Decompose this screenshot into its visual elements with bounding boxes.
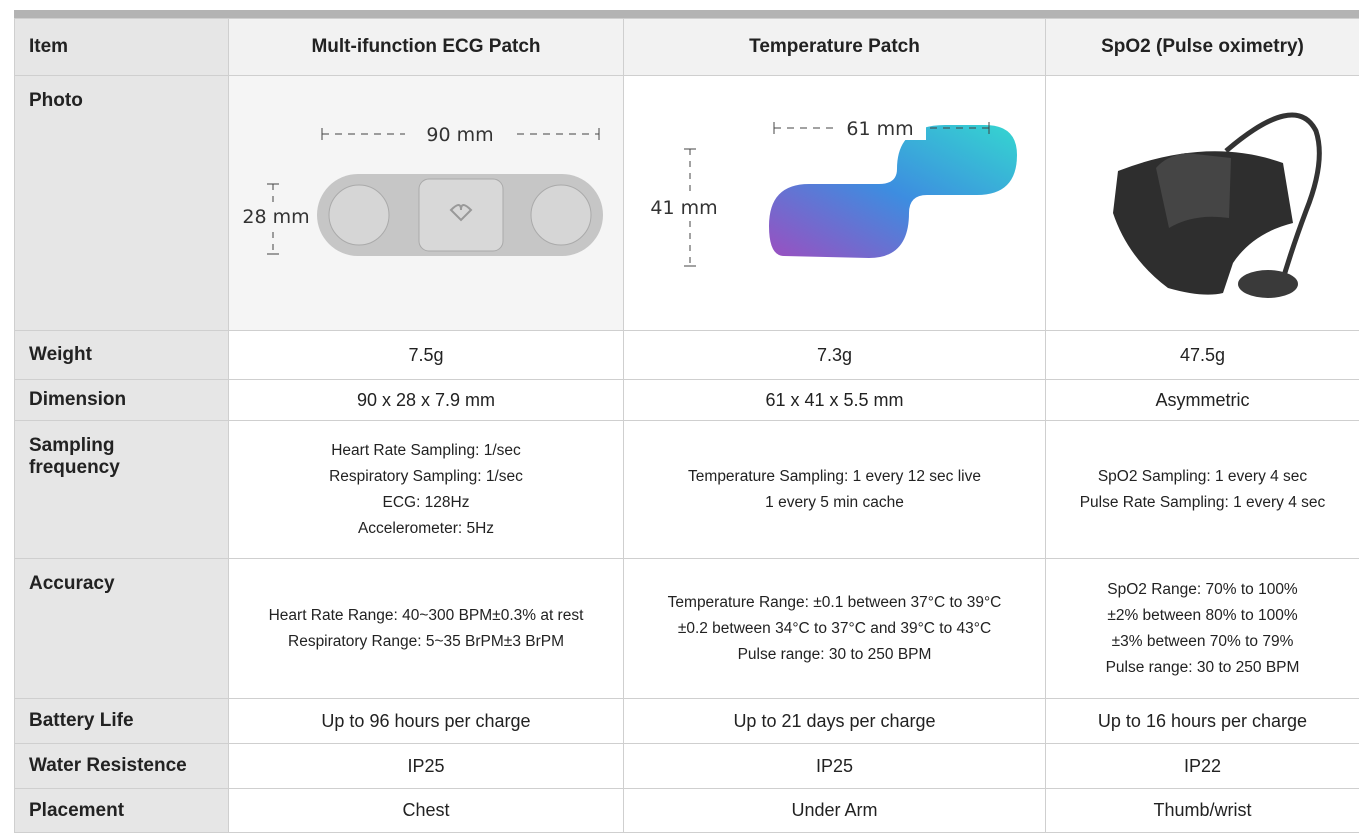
- cell-line: ±2% between 80% to 100%: [1054, 603, 1351, 629]
- cell: Asymmetric: [1046, 380, 1359, 421]
- spo2-photo: [1046, 76, 1359, 325]
- row-label: Water Resistence: [15, 744, 229, 789]
- cell-line: Heart Rate Range: 40~300 BPM±0.3% at res…: [237, 603, 615, 629]
- cell: 47.5g: [1046, 331, 1359, 380]
- top-bar: [14, 10, 1359, 18]
- cell-line: 1 every 5 min cache: [632, 490, 1037, 516]
- cell: IP22: [1046, 744, 1359, 789]
- cell-line: Pulse range: 30 to 250 BPM: [1054, 655, 1351, 681]
- row-label: Dimension: [15, 380, 229, 421]
- photo-cell: [1046, 76, 1359, 331]
- cell-line: Respiratory Range: 5~35 BrPM±3 BrPM: [237, 629, 615, 655]
- row-label: Weight: [15, 331, 229, 380]
- cell-line: ±3% between 70% to 79%: [1054, 629, 1351, 655]
- photo-row: Photo 90 mm 28 mm 61 mm 41 mm: [15, 76, 1359, 331]
- cell-line: SpO2 Sampling: 1 every 4 sec: [1054, 464, 1351, 490]
- cell: 7.5g: [229, 331, 624, 380]
- cell: Heart Rate Range: 40~300 BPM±0.3% at res…: [229, 559, 624, 699]
- cell-line: Respiratory Sampling: 1/sec: [237, 464, 615, 490]
- cell-line: ±0.2 between 34°C to 37°C and 39°C to 43…: [632, 616, 1037, 642]
- cell-line: frequency: [29, 457, 220, 479]
- cell: IP25: [624, 744, 1046, 789]
- cell: 61 x 41 x 5.5 mm: [624, 380, 1046, 421]
- cell: Up to 16 hours per charge: [1046, 699, 1359, 744]
- cell-line: Temperature Range: ±0.1 between 37°C to …: [632, 590, 1037, 616]
- cell: Temperature Range: ±0.1 between 37°C to …: [624, 559, 1046, 699]
- ecg-photo: 90 mm 28 mm: [229, 76, 623, 325]
- column-header: Mult-ifunction ECG Patch: [229, 19, 624, 76]
- dim-label: 61 mm: [846, 118, 913, 140]
- column-header: Temperature Patch: [624, 19, 1046, 76]
- cell: 7.3g: [624, 331, 1046, 380]
- photo-cell: 61 mm 41 mm: [624, 76, 1046, 331]
- cell-line: Accelerometer: 5Hz: [237, 516, 615, 542]
- cell-line: Heart Rate Sampling: 1/sec: [237, 438, 615, 464]
- dim-label: 41 mm: [650, 197, 717, 219]
- cell-line: Sampling: [29, 435, 220, 457]
- cell-line: ECG: 128Hz: [237, 490, 615, 516]
- cell-line: SpO2 Range: 70% to 100%: [1054, 577, 1351, 603]
- cell: Under Arm: [624, 789, 1046, 833]
- temperature-photo: 61 mm 41 mm: [624, 76, 1045, 325]
- cell: Thumb/wrist: [1046, 789, 1359, 833]
- cell: SpO2 Range: 70% to 100%±2% between 80% t…: [1046, 559, 1359, 699]
- column-header: SpO2 (Pulse oximetry): [1046, 19, 1359, 76]
- cell-line: Pulse range: 30 to 250 BPM: [632, 642, 1037, 668]
- page: ItemMult-ifunction ECG PatchTemperature …: [0, 0, 1359, 827]
- cell-line: Pulse Rate Sampling: 1 every 4 sec: [1054, 490, 1351, 516]
- row-label: Placement: [15, 789, 229, 833]
- row-label: Photo: [15, 76, 229, 331]
- row-label: Item: [15, 19, 229, 76]
- dim-label: 28 mm: [242, 206, 309, 228]
- cell: Temperature Sampling: 1 every 12 sec liv…: [624, 421, 1046, 559]
- cell: IP25: [229, 744, 624, 789]
- row-label: Battery Life: [15, 699, 229, 744]
- cell: Chest: [229, 789, 624, 833]
- photo-cell: 90 mm 28 mm: [229, 76, 624, 331]
- cell-line: Temperature Sampling: 1 every 12 sec liv…: [632, 464, 1037, 490]
- cell: Up to 96 hours per charge: [229, 699, 624, 744]
- cell: Up to 21 days per charge: [624, 699, 1046, 744]
- dim-label: 90 mm: [426, 124, 493, 146]
- cell: 90 x 28 x 7.9 mm: [229, 380, 624, 421]
- table-row: Accuracy Heart Rate Range: 40~300 BPM±0.3…: [15, 559, 1359, 699]
- row-label: Accuracy: [15, 559, 229, 699]
